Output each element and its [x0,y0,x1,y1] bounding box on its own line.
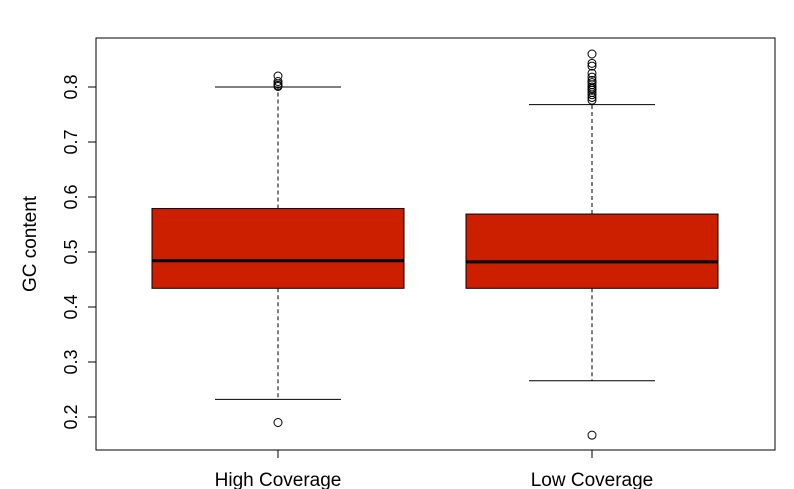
outlier-point [587,430,597,440]
y-tick-label: 0.5 [61,239,81,264]
x-axis-labels: High Coverage Low Coverage [215,450,654,489]
outlier-point [587,92,597,102]
outlier-point [587,61,597,71]
y-tick-label: 0.7 [61,129,81,154]
y-axis: 0.2 0.3 0.4 0.5 0.6 0.7 0.8 [61,74,97,430]
outlier-point [587,72,597,82]
box-group [465,49,719,440]
outlier-point [273,418,283,427]
outlier-point [273,77,283,86]
boxes-layer [151,49,719,440]
y-tick-label: 0.8 [61,74,81,99]
y-tick-label: 0.6 [61,184,81,209]
outlier-point [587,75,597,85]
outlier-point [587,78,597,88]
y-axis-label: GC content [20,195,41,292]
outlier-point [587,49,597,59]
y-tick-label: 0.3 [61,349,81,374]
outlier-point [587,68,597,78]
x-tick-label: High Coverage [215,470,342,489]
outlier-point [587,82,597,92]
box-group [151,71,405,427]
y-tick-label: 0.2 [61,404,81,429]
y-tick-label: 0.4 [61,294,81,319]
outlier-point [587,58,597,68]
box-iqr [465,213,719,289]
x-tick-label: Low Coverage [531,470,654,489]
box-iqr [151,208,405,289]
outlier-point [273,71,283,81]
